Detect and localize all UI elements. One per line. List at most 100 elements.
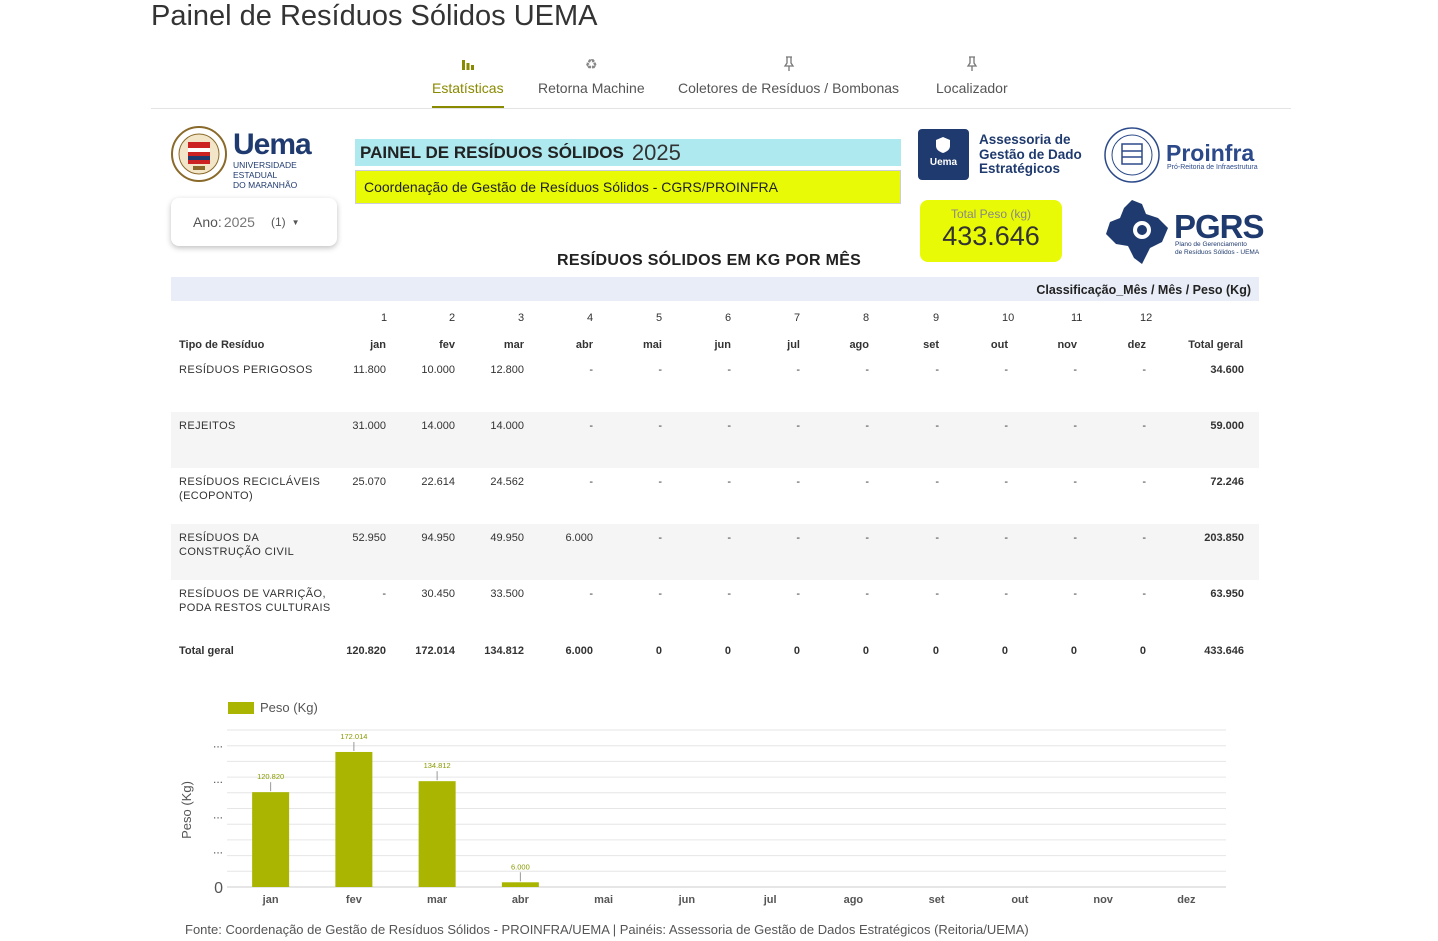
tab-label: Localizador — [936, 80, 1008, 96]
tab-coletores[interactable]: Coletores de Resíduos / Bombonas — [678, 52, 899, 108]
cell-value: 6.000 — [565, 532, 593, 544]
month-header: abr — [575, 339, 593, 351]
chart-bar — [252, 792, 290, 887]
grand-total: 433.646 — [1204, 645, 1244, 657]
agde-logo: Uema Assessoria de Gestão de Dado Estrat… — [918, 129, 1098, 183]
cell-value: 31.000 — [352, 420, 386, 432]
cell-value: - — [796, 532, 800, 544]
month-header: set — [923, 339, 939, 351]
shield-icon — [936, 137, 950, 153]
year-filter[interactable]: Ano: 2025 (1) ▼ — [171, 198, 337, 246]
x-tick-label: abr — [512, 894, 530, 906]
cell-value: - — [589, 420, 593, 432]
month-number: 9 — [933, 312, 940, 324]
tab-label: Estatísticas — [432, 80, 504, 96]
cell-value: - — [1073, 588, 1077, 600]
cell-value: - — [1004, 588, 1008, 600]
proinfra-logo: Proinfra Pró-Reitoria de Infraestrutura — [1104, 124, 1264, 186]
agde-emblem: Uema — [918, 129, 969, 180]
y-axis-label: Peso (Kg) — [179, 781, 194, 839]
cell-value: - — [796, 476, 800, 488]
cell-value: - — [589, 588, 593, 600]
table-row: RESÍDUOS DE VARRIÇÃO, PODA RESTOS CULTUR… — [171, 580, 1259, 636]
total-cell: 0 — [793, 645, 800, 657]
cell-value: 22.614 — [421, 476, 455, 488]
legend-label: Peso (Kg) — [260, 700, 318, 715]
row-total: 34.600 — [1210, 364, 1244, 376]
x-tick-label: out — [1011, 894, 1028, 906]
row-label-header: Tipo de Resíduo — [179, 339, 265, 351]
total-cell: 0 — [862, 645, 869, 657]
total-cell: 172.014 — [415, 645, 455, 657]
tab-bar: Estatísticas ♻ Retorna Machine Coletores… — [151, 52, 1291, 109]
cell-value: - — [865, 476, 869, 488]
month-number-row: 1 2 3 4 5 6 7 8 9 10 11 12 — [171, 301, 1259, 328]
y-tick-label: ... — [213, 807, 223, 821]
data-label: 172.014 — [340, 732, 367, 741]
x-tick-label: nov — [1093, 894, 1113, 906]
cell-value: - — [865, 420, 869, 432]
cell-value: - — [935, 420, 939, 432]
total-header: Total geral — [1188, 339, 1243, 351]
cell-value: - — [727, 588, 731, 600]
month-header: fev — [439, 339, 455, 351]
tab-estatisticas[interactable]: Estatísticas — [432, 52, 504, 108]
uema-subtitle-line: UNIVERSIDADE ESTADUAL — [233, 160, 297, 180]
month-number: 3 — [518, 312, 525, 324]
cell-value: - — [1073, 364, 1077, 376]
cell-value: - — [865, 588, 869, 600]
tab-label: Coletores de Resíduos / Bombonas — [678, 80, 900, 96]
year-filter-count: (1) — [270, 215, 286, 229]
cell-value: - — [589, 364, 593, 376]
proinfra-seal-icon — [1104, 127, 1160, 183]
y-tick-label: 0 — [214, 880, 223, 897]
cell-value: - — [1004, 364, 1008, 376]
tab-retorna-machine[interactable]: ♻ Retorna Machine — [538, 52, 645, 108]
cell-value: - — [1142, 476, 1146, 488]
cell-value: - — [1073, 476, 1077, 488]
month-header-row: Tipo de Resíduo jan fev mar abr mai jun jul ago s… — [171, 328, 1259, 356]
pgrs-subtitle-line: de Resíduos Sólidos - UEMA — [1175, 248, 1260, 256]
total-row-label: Total geral — [179, 645, 234, 657]
x-tick-label: jul — [763, 894, 777, 906]
tab-label: Retorna Machine — [538, 80, 645, 96]
cell-value: - — [658, 420, 662, 432]
cell-value: - — [935, 364, 939, 376]
cell-value: - — [935, 588, 939, 600]
cell-value: - — [658, 588, 662, 600]
month-number: 6 — [725, 312, 732, 324]
agde-line: Gestão de Dado — [979, 146, 1082, 162]
banner-title: PAINEL DE RESÍDUOS SÓLIDOS — [360, 142, 624, 162]
cell-value: - — [796, 420, 800, 432]
total-cell: 0 — [1001, 645, 1008, 657]
bar-chart-icon — [461, 52, 475, 76]
cell-value: - — [1073, 420, 1077, 432]
month-number: 8 — [863, 312, 870, 324]
month-number: 4 — [587, 312, 594, 324]
table-row: RESÍDUOS RECICLÁVEIS (ECOPONTO) 25.070 22.… — [171, 468, 1259, 524]
cell-value: - — [589, 476, 593, 488]
month-number: 5 — [656, 312, 663, 324]
cell-value: - — [1142, 532, 1146, 544]
cell-value: - — [727, 364, 731, 376]
x-tick-label: jan — [262, 894, 279, 906]
cell-value: - — [658, 476, 662, 488]
month-number: 11 — [1071, 312, 1083, 324]
legend-swatch — [228, 701, 254, 714]
cell-value: - — [727, 532, 731, 544]
cell-value: - — [1142, 420, 1146, 432]
row-label: RESÍDUOS DA CONSTRUÇÃO CIVIL — [179, 532, 295, 558]
cell-value: - — [935, 532, 939, 544]
banner-subtitle: Coordenação de Gestão de Resíduos Sólido… — [355, 170, 901, 204]
month-number: 10 — [1002, 312, 1015, 324]
tab-localizador[interactable]: Localizador — [936, 52, 1008, 108]
cell-value: - — [382, 588, 386, 600]
total-cell: 0 — [932, 645, 939, 657]
y-tick-label: ... — [213, 843, 223, 857]
banner-year: 2025 — [631, 139, 681, 165]
month-header: ago — [849, 339, 869, 351]
pgrs-logo: PGRS Plano de Gerenciamento de Resíduos … — [1102, 198, 1267, 268]
agde-line: Assessoria de — [979, 132, 1071, 147]
caret-down-icon: ▼ — [291, 217, 300, 227]
